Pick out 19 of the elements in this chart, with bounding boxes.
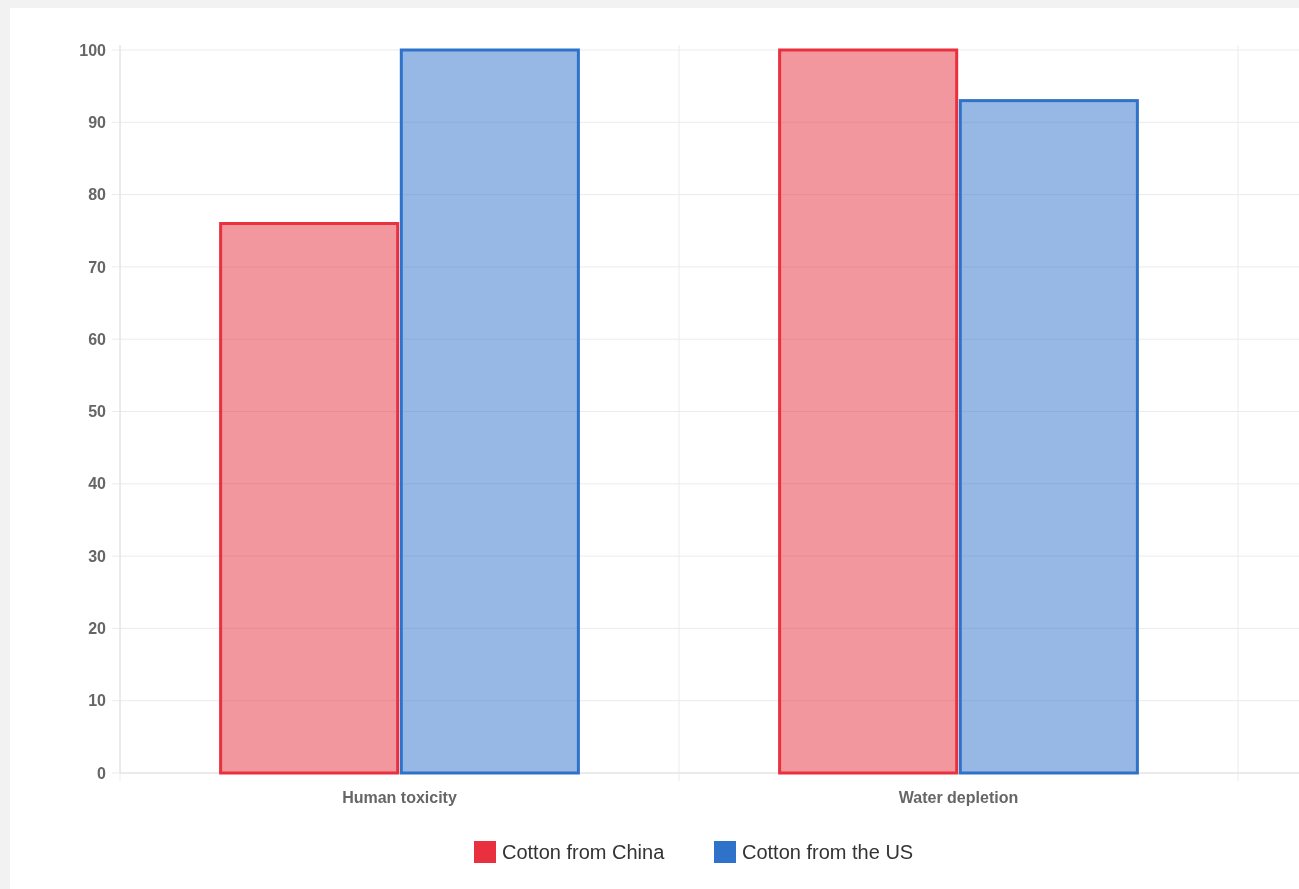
- y-tick-label: 10: [88, 692, 107, 710]
- y-tick-label: 80: [88, 186, 107, 204]
- y-tick-label: 50: [88, 403, 107, 421]
- x-tick-label: Human toxicity: [342, 789, 457, 806]
- y-tick-label: 0: [97, 764, 107, 782]
- x-tick-label: Water depletion: [898, 789, 1019, 806]
- y-tick-label: 90: [88, 113, 107, 131]
- y-tick-label: 70: [88, 258, 107, 276]
- legend-label: Cotton from the US: [742, 841, 914, 863]
- bar: [219, 222, 400, 775]
- y-tick-label: 40: [88, 475, 107, 493]
- bar: [399, 48, 580, 775]
- y-tick-label: 100: [79, 41, 107, 59]
- y-tick-label: 60: [88, 330, 107, 348]
- y-tick-label: 30: [88, 547, 107, 565]
- bar: [778, 48, 959, 775]
- legend-label: Cotton from China: [502, 841, 666, 863]
- y-tick-label: 20: [88, 620, 107, 637]
- bar: [958, 99, 1139, 775]
